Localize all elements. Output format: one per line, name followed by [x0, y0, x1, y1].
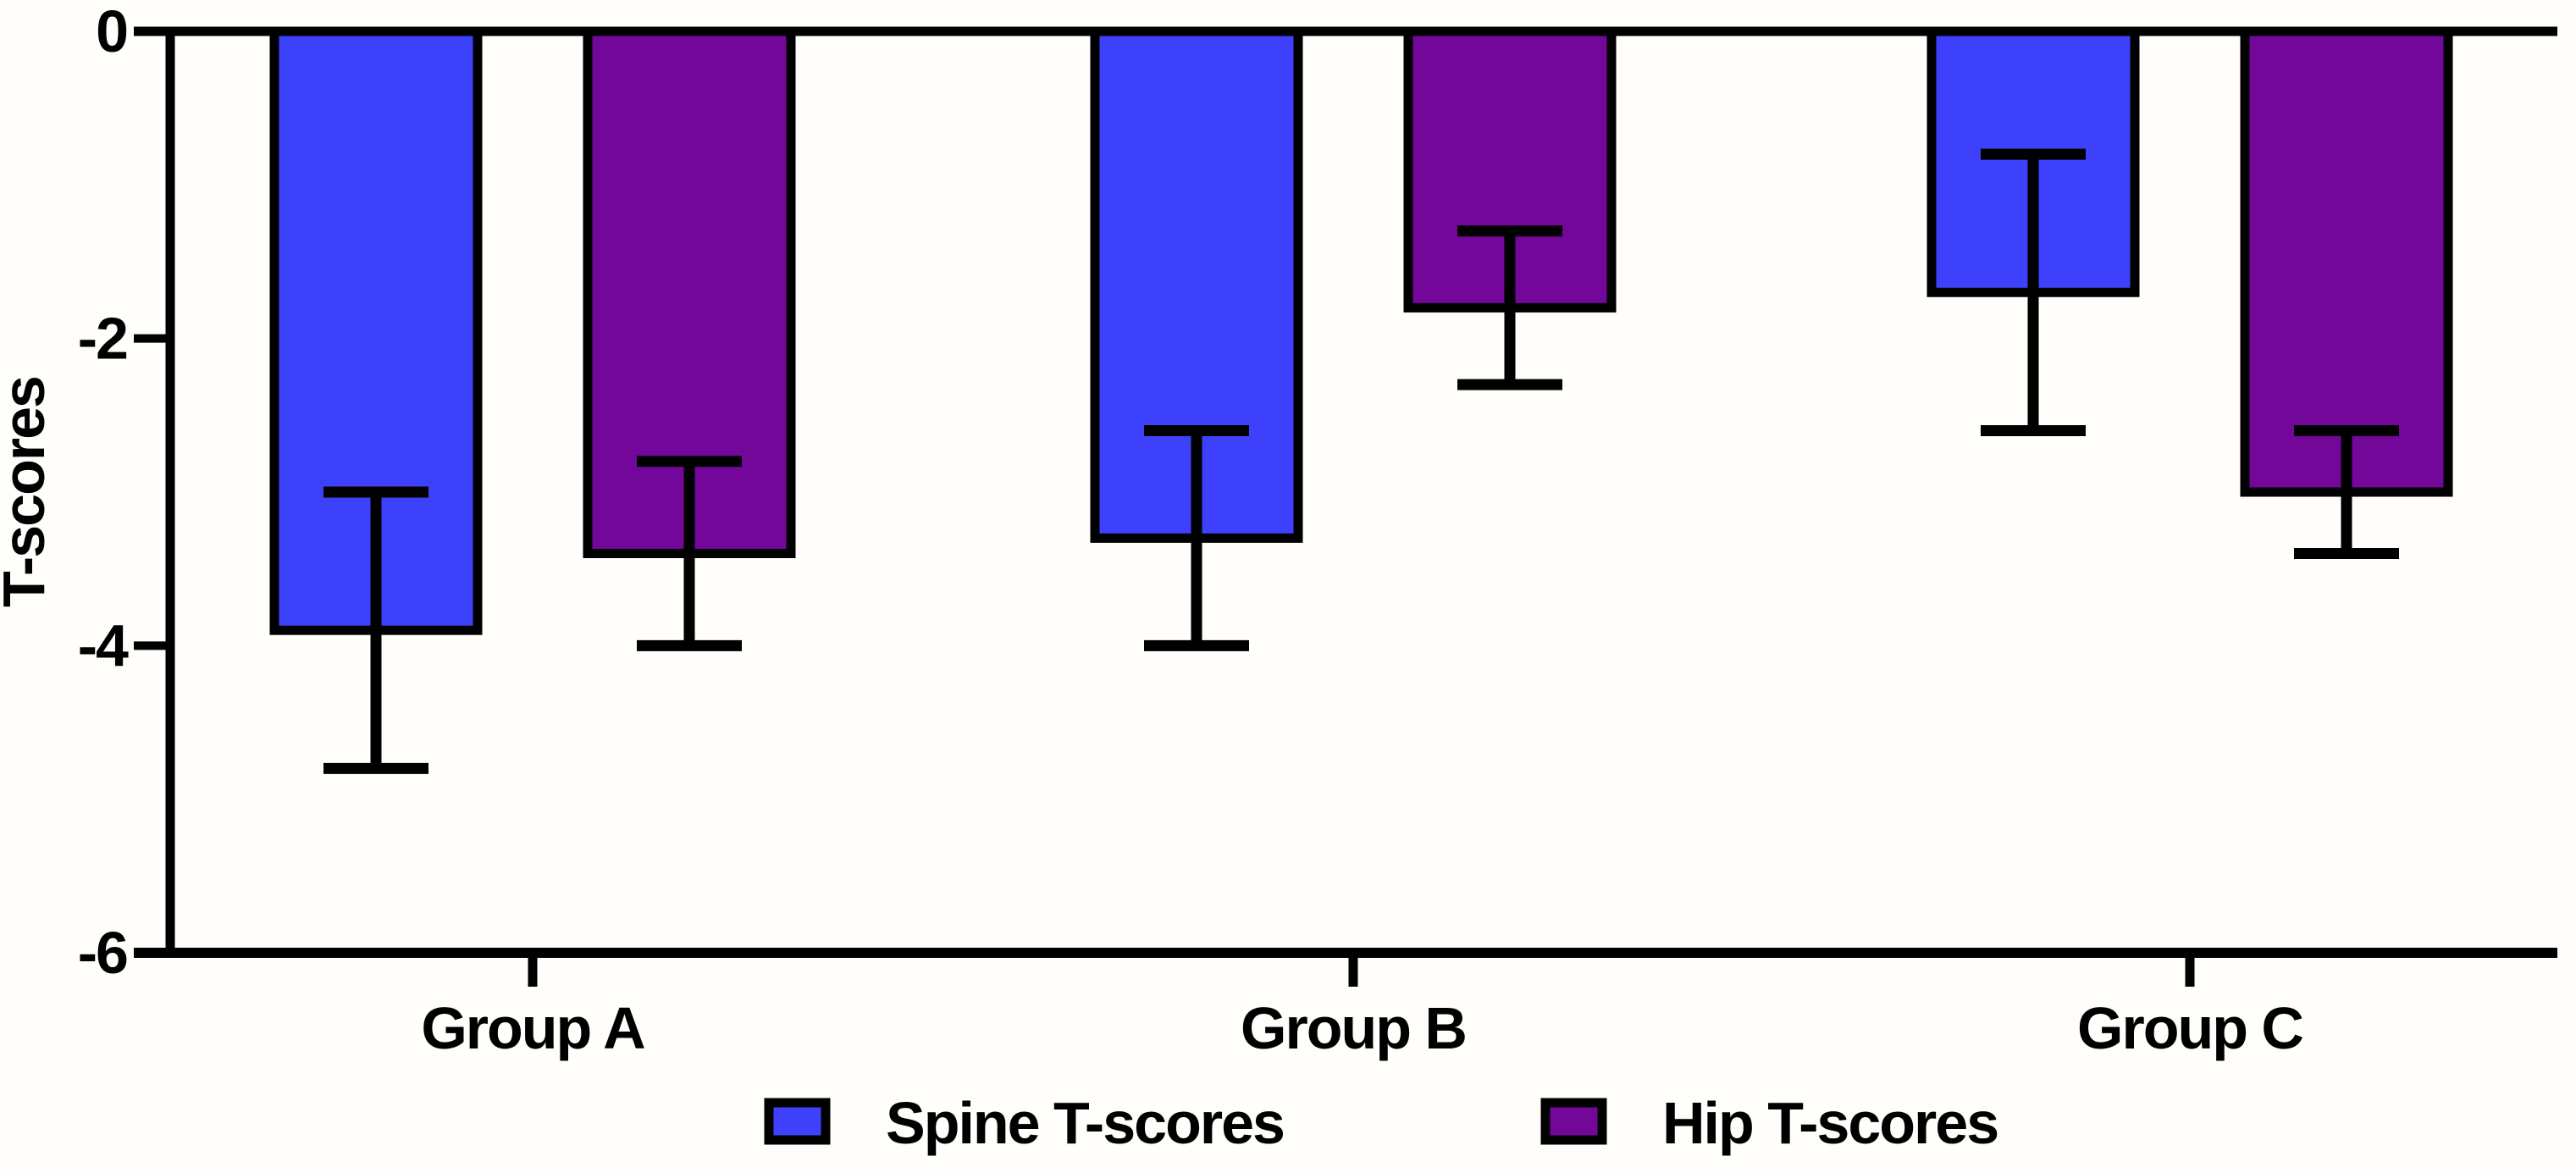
labels-layer: 0 -2 -4 -6 Group A Group B Group C T-sco… [0, 0, 2304, 1061]
x-category-label-group-b: Group B [1241, 995, 1466, 1061]
bars-layer [269, 26, 2453, 774]
y-axis-title: T-scores [0, 377, 57, 607]
y-tick-label-0: 0 [96, 0, 127, 64]
legend: Spine T-scores Hip T-scores [764, 1090, 1999, 1156]
y-tick-label-2: -2 [78, 306, 127, 372]
bar-hip-group-c [2240, 26, 2453, 497]
y-tick-label-6: -6 [78, 920, 127, 986]
y-tick-label-4: -4 [78, 612, 129, 678]
legend-label-spine: Spine T-scores [886, 1090, 1284, 1156]
x-category-label-group-a: Group A [421, 995, 644, 1061]
axes-layer [134, 26, 2557, 987]
legend-swatch-spine [764, 1098, 831, 1145]
legend-label-hip: Hip T-scores [1662, 1090, 1998, 1156]
x-category-label-group-c: Group C [2077, 995, 2302, 1061]
legend-swatch-hip [1540, 1098, 1607, 1145]
